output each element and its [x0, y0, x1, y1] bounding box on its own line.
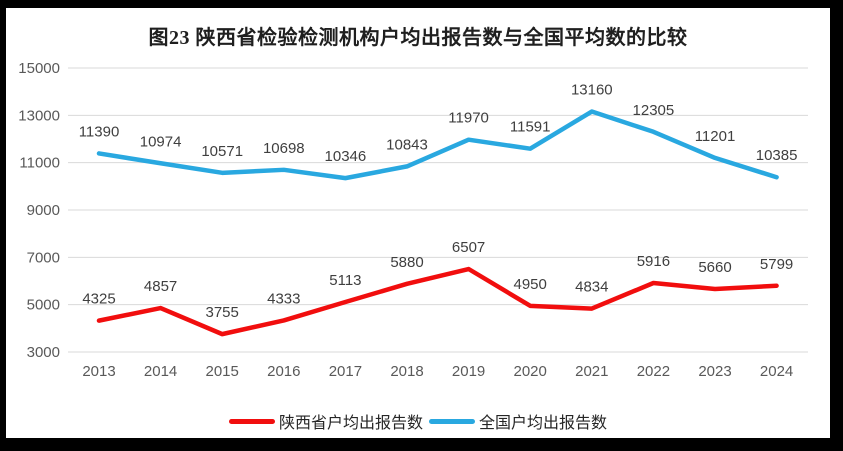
- legend-item-shaanxi: 陕西省户均出报告数: [228, 409, 423, 433]
- x-tick-label: 2014: [144, 363, 177, 380]
- data-label: 11390: [79, 123, 120, 140]
- y-tick-label: 11000: [19, 155, 60, 172]
- data-label: 10698: [263, 140, 305, 157]
- data-label: 5799: [760, 256, 793, 273]
- data-label: 10571: [201, 143, 243, 160]
- data-label: 4950: [514, 276, 547, 293]
- y-tick-label: 3000: [27, 344, 60, 361]
- legend-item-national: 全国户均出报告数: [429, 409, 607, 433]
- x-tick-label: 2021: [575, 363, 608, 380]
- data-label: 10974: [140, 133, 182, 150]
- data-label: 13160: [571, 82, 613, 99]
- data-label: 11201: [695, 128, 736, 145]
- data-label: 5113: [329, 272, 361, 289]
- data-label: 11591: [510, 119, 551, 136]
- x-tick-label: 2013: [82, 363, 115, 380]
- chart-legend: 陕西省户均出报告数 全国户均出报告数: [6, 409, 830, 433]
- x-tick-label: 2024: [760, 363, 793, 380]
- data-label: 4325: [82, 291, 115, 308]
- legend-line-swatch-shaanxi: [228, 418, 275, 424]
- data-label: 11970: [448, 110, 489, 127]
- x-tick-label: 2020: [514, 363, 547, 380]
- x-tick-label: 2018: [390, 363, 423, 380]
- data-label: 10843: [386, 136, 428, 153]
- series-line: [96, 109, 779, 181]
- data-label: 12305: [633, 102, 675, 119]
- y-tick-label: 13000: [18, 107, 60, 124]
- data-label: 5916: [637, 253, 670, 270]
- x-tick-label: 2022: [637, 363, 670, 380]
- chart-area: 图23 陕西省检验检测机构户均出报告数与全国平均数的比较 3000 5000 700…: [6, 8, 830, 438]
- y-tick-label: 5000: [27, 297, 60, 314]
- chart-title: 图23 陕西省检验检测机构户均出报告数与全国平均数的比较: [148, 27, 688, 49]
- data-label: 5660: [698, 259, 731, 276]
- data-label: 4333: [267, 290, 300, 307]
- legend-label-national: 全国户均出报告数: [479, 415, 608, 432]
- y-tick-label: 15000: [18, 60, 60, 77]
- data-label: 5880: [390, 254, 423, 271]
- legend-line-swatch-national: [429, 418, 475, 424]
- y-tick-label: 9000: [27, 202, 60, 219]
- chart-canvas: 3000 5000 7000 9000 11000 13000 15000 2013 2014 2…: [18, 60, 808, 380]
- x-tick-label: 2023: [698, 363, 731, 380]
- x-tick-label: 2019: [452, 363, 485, 380]
- data-label: 6507: [452, 239, 485, 256]
- data-label: 10346: [325, 148, 367, 165]
- x-tick-label: 2016: [267, 363, 300, 380]
- x-tick-label: 2017: [329, 363, 362, 380]
- x-tick-label: 2015: [206, 363, 239, 380]
- data-label: 3755: [206, 304, 239, 321]
- series-line: [96, 266, 779, 337]
- legend-label-shaanxi: 陕西省户均出报告数: [278, 415, 423, 432]
- data-label: 10385: [756, 147, 798, 164]
- data-label: 4834: [575, 279, 608, 296]
- y-tick-label: 7000: [27, 249, 60, 266]
- data-label: 4857: [144, 278, 177, 295]
